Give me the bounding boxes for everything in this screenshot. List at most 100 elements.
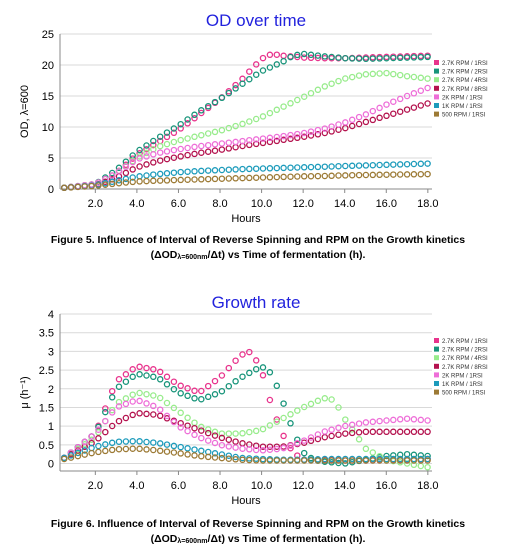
data-point	[239, 80, 246, 87]
data-point	[362, 419, 370, 426]
chart-title: OD over time	[206, 11, 306, 30]
data-point	[259, 443, 267, 450]
data-point	[266, 369, 274, 376]
data-point	[239, 373, 246, 380]
legend-swatch	[434, 94, 439, 100]
data-point	[211, 432, 219, 439]
data-point	[403, 171, 411, 178]
data-point	[383, 69, 390, 77]
data-point	[163, 448, 171, 455]
legend-swatch	[434, 85, 439, 91]
data-point	[396, 171, 404, 178]
data-point	[150, 137, 157, 145]
y-axis-label: μ (h⁻¹)	[19, 376, 31, 408]
data-point	[300, 133, 308, 140]
data-point	[410, 416, 418, 423]
data-point	[417, 74, 425, 82]
data-point	[122, 169, 130, 177]
y-tick-label: 10	[42, 122, 54, 134]
data-point	[136, 397, 143, 405]
data-point	[273, 443, 281, 450]
data-point	[122, 179, 130, 186]
legend-swatch	[434, 103, 439, 108]
data-point	[369, 161, 377, 169]
data-point	[259, 457, 267, 464]
data-point	[198, 176, 205, 183]
data-point	[328, 80, 335, 87]
caption-part: /Δt) vs Time of fermentation (h).	[207, 533, 366, 545]
data-point	[376, 171, 383, 179]
data-point	[67, 184, 75, 191]
data-point	[232, 81, 239, 89]
data-point	[122, 400, 130, 408]
data-point	[369, 457, 377, 464]
data-point	[246, 118, 253, 125]
data-point	[115, 398, 123, 406]
data-point	[232, 138, 239, 146]
legend-swatch	[434, 381, 439, 386]
data-point	[225, 455, 233, 462]
series-2	[60, 50, 431, 192]
legend-swatch	[434, 77, 439, 83]
data-point	[348, 122, 356, 130]
data-point	[376, 457, 383, 464]
caption-line-1: Figure 6. Influence of Interval of Rever…	[50, 518, 466, 530]
data-point	[136, 445, 143, 453]
legend-label: 2K RPM / 1RSI	[442, 95, 483, 101]
data-point	[403, 415, 411, 422]
data-point	[246, 428, 253, 436]
data-point	[280, 432, 287, 440]
data-point	[108, 169, 116, 177]
data-point	[177, 176, 184, 184]
figure-5-caption: Figure 5. Influence of Interval of Rever…	[0, 233, 516, 265]
data-point	[163, 170, 171, 177]
data-point	[396, 416, 404, 423]
data-point	[218, 146, 226, 153]
data-point	[273, 416, 281, 423]
data-point	[163, 373, 171, 381]
data-point	[198, 395, 205, 403]
data-point	[294, 134, 301, 142]
data-point	[335, 431, 342, 438]
data-point	[362, 428, 370, 436]
data-point	[191, 133, 198, 141]
data-point	[129, 166, 136, 173]
data-point	[156, 368, 164, 376]
x-tick-label: 18.0	[417, 198, 438, 210]
data-point	[150, 446, 157, 454]
x-tick-label: 8.0	[212, 480, 227, 492]
data-point	[424, 84, 431, 92]
data-point	[287, 442, 294, 449]
data-point	[232, 378, 239, 385]
data-point	[307, 434, 315, 441]
data-point	[211, 128, 219, 136]
caption-subscript: λ=600nm	[177, 254, 208, 261]
data-point	[369, 418, 377, 426]
data-point	[348, 171, 356, 179]
data-point	[74, 452, 82, 460]
data-point	[417, 53, 425, 61]
data-point	[108, 178, 116, 186]
data-point	[273, 61, 281, 68]
data-point	[95, 442, 102, 450]
data-point	[102, 405, 109, 412]
data-point	[122, 378, 130, 385]
data-point	[177, 390, 184, 397]
data-point	[376, 428, 383, 436]
data-point	[252, 115, 260, 123]
x-tick-label: 4.0	[129, 198, 144, 210]
caption-line-2: (ΔODλ=600nm/Δt) vs Time of fermentation …	[0, 248, 516, 265]
data-point	[280, 400, 287, 407]
data-point	[170, 125, 178, 132]
y-tick-label: 25	[42, 29, 54, 41]
data-point	[328, 172, 335, 180]
data-point	[300, 439, 308, 446]
data-point	[403, 460, 411, 467]
data-point	[307, 163, 315, 171]
caption-line-2: (ΔODλ=600nm/Δt) vs Time of fermentation …	[0, 532, 516, 549]
data-point	[307, 437, 315, 445]
data-point	[383, 112, 390, 120]
data-point	[184, 414, 191, 422]
data-point	[328, 53, 335, 61]
